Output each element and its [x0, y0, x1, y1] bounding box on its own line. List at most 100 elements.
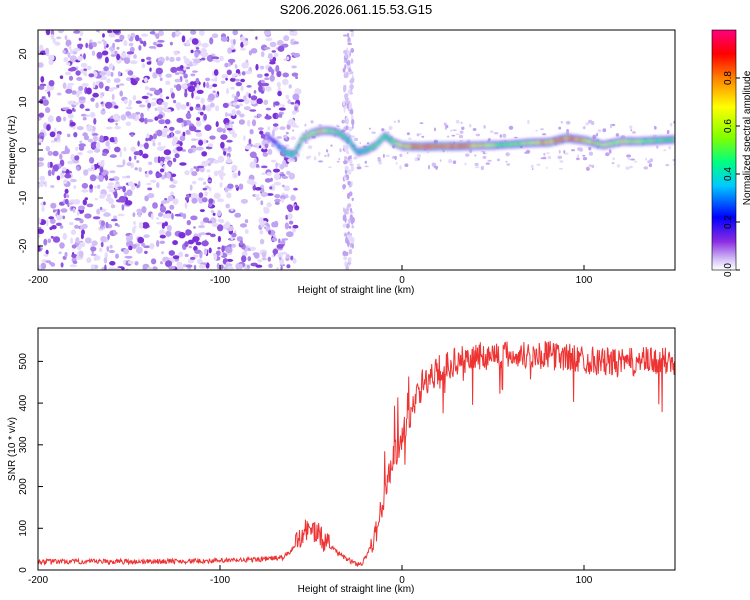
- signal-cell: [423, 145, 427, 148]
- spectrogram-x-tick-label: 0: [399, 275, 405, 286]
- noise-blob: [94, 147, 101, 153]
- snr-y-tick-label: 500: [18, 353, 29, 370]
- noise-blob: [156, 60, 164, 66]
- noise-blob: [175, 31, 182, 36]
- noise-blob: [266, 202, 272, 208]
- noise-blob: [234, 212, 242, 218]
- noise-blob: [271, 50, 276, 53]
- noise-blob: [251, 179, 255, 187]
- noise-blob: [216, 224, 224, 232]
- signal-cell: [363, 149, 367, 152]
- noise-blob: [89, 184, 93, 190]
- noise-blob: [344, 93, 349, 98]
- signal-cell: [329, 129, 332, 132]
- noise-blob: [224, 62, 229, 68]
- noise-blob: [472, 128, 477, 131]
- noise-blob: [78, 145, 85, 151]
- noise-blob: [193, 166, 197, 169]
- noise-blob: [672, 158, 675, 162]
- noise-blob: [156, 129, 163, 137]
- noise-blob: [167, 195, 174, 202]
- noise-blob: [132, 226, 136, 234]
- signal-cell: [300, 140, 303, 143]
- noise-blob: [226, 192, 232, 199]
- spectrogram-x-tick-label: 100: [576, 275, 593, 286]
- noise-blob: [225, 158, 233, 164]
- noise-blob: [126, 77, 132, 82]
- noise-blob: [345, 236, 348, 244]
- noise-blob: [111, 93, 115, 101]
- noise-blob: [94, 197, 98, 201]
- noise-blob: [156, 240, 160, 247]
- noise-blob: [588, 164, 592, 167]
- signal-cell: [600, 143, 603, 146]
- noise-blob: [200, 220, 205, 226]
- noise-blob: [205, 232, 212, 236]
- noise-blob: [86, 87, 92, 95]
- noise-blob: [198, 196, 204, 204]
- noise-blob: [349, 79, 355, 84]
- noise-blob: [136, 208, 142, 214]
- noise-blob: [172, 240, 179, 246]
- noise-blob: [226, 139, 233, 143]
- signal-cell: [367, 147, 370, 151]
- noise-blob: [135, 100, 142, 104]
- noise-blob: [161, 222, 165, 229]
- noise-blob: [216, 127, 224, 133]
- noise-blob: [179, 65, 184, 70]
- noise-blob: [78, 85, 84, 91]
- noise-blob: [285, 94, 290, 100]
- noise-blob: [225, 112, 228, 117]
- signal-cell: [602, 144, 605, 147]
- noise-blob: [634, 160, 637, 163]
- noise-blob: [109, 244, 113, 249]
- noise-blob: [246, 85, 252, 88]
- noise-blob: [104, 264, 107, 270]
- noise-blob: [160, 161, 163, 166]
- signal-cell: [622, 140, 625, 143]
- noise-blob: [210, 233, 216, 238]
- noise-blob: [98, 81, 104, 89]
- signal-cell: [534, 141, 538, 144]
- noise-blob: [207, 179, 212, 183]
- noise-blob: [285, 214, 289, 220]
- noise-blob: [281, 175, 289, 179]
- noise-blob: [65, 88, 73, 94]
- noise-blob: [406, 152, 409, 155]
- signal-cell: [352, 146, 356, 149]
- noise-blob: [241, 62, 249, 69]
- noise-blob: [287, 120, 290, 125]
- noise-blob: [59, 242, 65, 249]
- noise-blob: [213, 170, 219, 177]
- noise-blob: [235, 263, 240, 270]
- signal-cell: [540, 141, 543, 144]
- noise-blob: [261, 147, 268, 153]
- noise-blob: [237, 170, 241, 176]
- noise-blob: [64, 188, 69, 194]
- noise-blob: [169, 41, 173, 46]
- signal-cell: [294, 150, 297, 153]
- signal-cell: [624, 140, 627, 143]
- signal-cell: [454, 145, 458, 148]
- signal-cell: [604, 143, 607, 146]
- noise-blob: [474, 154, 477, 157]
- noise-blob: [346, 150, 350, 155]
- signal-cell: [414, 145, 417, 148]
- noise-blob: [171, 213, 174, 220]
- noise-blob: [159, 229, 165, 236]
- noise-blob: [280, 251, 288, 255]
- colorbar-tick-label: 0.4: [723, 167, 734, 181]
- noise-blob: [47, 150, 53, 156]
- noise-blob: [505, 160, 508, 163]
- noise-blob: [244, 145, 252, 150]
- noise-blob: [74, 155, 80, 161]
- noise-blob: [38, 245, 41, 252]
- noise-blob: [78, 250, 84, 258]
- noise-blob: [350, 58, 354, 64]
- noise-blob: [274, 194, 281, 199]
- signal-cell: [607, 142, 610, 146]
- noise-blob: [102, 135, 109, 141]
- noise-blob: [141, 58, 145, 63]
- noise-blob: [79, 30, 84, 36]
- signal-cell: [636, 140, 640, 143]
